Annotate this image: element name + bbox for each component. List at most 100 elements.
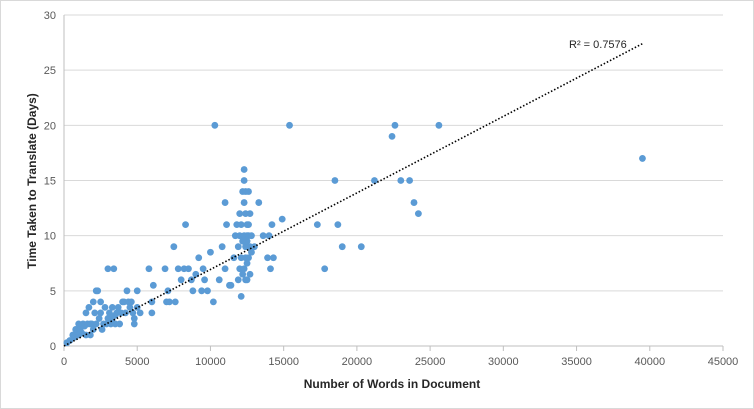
data-point	[89, 326, 97, 333]
x-tick-label: 30000	[488, 356, 519, 368]
data-point	[98, 326, 106, 333]
data-point	[123, 287, 131, 295]
data-point	[104, 265, 112, 273]
data-point	[105, 309, 113, 317]
data-point	[243, 259, 251, 267]
data-point	[264, 254, 271, 262]
data-point	[148, 309, 156, 317]
data-point	[248, 232, 255, 240]
y-tick-label: 15	[44, 176, 56, 188]
data-point	[211, 121, 219, 129]
data-point	[218, 243, 226, 251]
data-point	[201, 276, 208, 284]
data-point	[234, 243, 242, 251]
y-tick-label: 5	[50, 286, 56, 298]
y-tick-label: 20	[44, 120, 56, 132]
data-point	[97, 298, 105, 306]
data-point	[91, 309, 99, 317]
data-point	[207, 248, 214, 256]
x-tick-label: 35000	[561, 356, 592, 368]
data-point	[149, 281, 157, 289]
data-point	[246, 270, 254, 278]
x-axis-title: Number of Words in Document	[304, 377, 480, 391]
x-tick-label: 5000	[125, 356, 149, 368]
data-point	[237, 221, 245, 229]
data-point	[371, 177, 378, 184]
data-point	[243, 237, 251, 245]
data-point	[259, 232, 267, 240]
data-point	[177, 276, 185, 284]
data-point	[240, 199, 248, 206]
data-point	[406, 177, 414, 184]
y-axis-title: Time Taken to Translate (Days)	[25, 93, 39, 269]
data-point	[166, 298, 173, 306]
trendline-group	[63, 42, 643, 347]
data-point	[161, 265, 169, 273]
data-point	[243, 276, 251, 284]
data-point	[227, 281, 235, 289]
data-point	[174, 265, 182, 273]
y-tick-label: 10	[44, 231, 56, 243]
data-point	[237, 292, 245, 300]
data-point	[639, 155, 646, 162]
data-point	[240, 265, 248, 273]
data-point	[245, 254, 252, 262]
data-point	[92, 320, 100, 328]
data-points	[63, 121, 646, 347]
data-point	[97, 309, 105, 317]
data-point	[391, 121, 399, 129]
data-point	[321, 265, 329, 273]
data-point	[185, 265, 192, 273]
data-point	[182, 221, 189, 229]
data-point	[199, 265, 207, 273]
data-point	[215, 276, 223, 284]
data-point	[110, 265, 118, 273]
y-tick-labels: 0 5 10 15 20 25 30	[44, 10, 56, 353]
data-point	[270, 254, 277, 262]
data-point	[234, 276, 242, 284]
data-point	[133, 287, 141, 295]
data-point	[338, 243, 346, 251]
data-point	[331, 177, 339, 184]
data-point	[223, 221, 230, 229]
data-point	[414, 210, 422, 218]
axes	[63, 15, 724, 351]
x-tick-label: 0	[61, 356, 67, 368]
data-point	[95, 315, 103, 322]
y-tick-label: 25	[44, 65, 56, 77]
data-point	[435, 121, 443, 129]
data-point	[189, 287, 197, 295]
x-tick-label: 45000	[708, 356, 739, 368]
data-point	[171, 298, 179, 306]
y-tick-label: 0	[50, 341, 56, 353]
data-point	[255, 199, 263, 206]
data-point	[397, 177, 405, 184]
data-point	[82, 309, 90, 317]
data-point	[245, 221, 252, 229]
data-point	[116, 320, 124, 328]
x-tick-label: 25000	[415, 356, 446, 368]
data-point	[130, 315, 138, 322]
data-point	[221, 199, 229, 206]
data-point	[240, 177, 248, 184]
r-squared-annotation: R² = 0.7576	[569, 39, 627, 51]
data-point	[86, 331, 94, 339]
data-point	[148, 298, 156, 306]
data-point	[209, 298, 217, 306]
data-point	[268, 221, 276, 229]
data-point	[130, 320, 138, 328]
data-point	[136, 309, 144, 317]
x-tick-label: 15000	[268, 356, 299, 368]
data-point	[265, 232, 273, 240]
x-tick-label: 10000	[195, 356, 226, 368]
data-point	[145, 265, 153, 273]
data-point	[278, 215, 286, 223]
x-tick-label: 40000	[634, 356, 665, 368]
x-tick-label: 20000	[342, 356, 373, 368]
data-point	[267, 265, 274, 273]
data-point	[239, 270, 247, 278]
gridlines	[64, 14, 723, 292]
data-point	[164, 287, 172, 295]
